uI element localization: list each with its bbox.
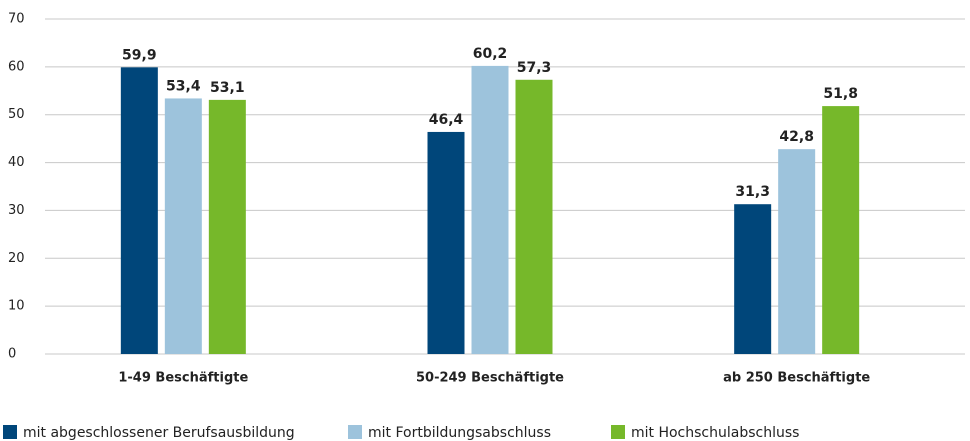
bar [164, 98, 202, 354]
value-label: 46,4 [429, 112, 464, 128]
y-tick-label: 30 [8, 203, 25, 218]
value-label: 51,8 [823, 86, 858, 102]
value-label: 31,3 [735, 184, 770, 200]
x-tick-label: ab 250 Beschäftigte [723, 371, 870, 386]
value-label: 59,9 [122, 47, 157, 63]
legend-label: mit abgeschlossener Berufsausbildung [23, 425, 295, 441]
y-tick-label: 0 [8, 347, 16, 362]
value-label: 42,8 [779, 129, 814, 145]
bar [515, 79, 553, 355]
bar [208, 99, 246, 354]
x-tick-label: 50-249 Beschäftigte [416, 371, 564, 386]
y-tick-label: 70 [8, 12, 25, 27]
bar [120, 67, 158, 354]
legend-label: mit Fortbildungsabschluss [368, 425, 551, 441]
y-tick-label: 40 [8, 155, 25, 170]
legend-swatch [611, 425, 625, 439]
bar [471, 65, 509, 355]
y-tick-label: 60 [8, 59, 25, 74]
legend-swatch [348, 425, 362, 439]
y-tick-label: 10 [8, 299, 25, 314]
value-label: 53,4 [166, 78, 201, 94]
y-tick-label: 50 [8, 107, 25, 122]
value-label: 53,1 [210, 80, 245, 96]
value-label: 60,2 [473, 46, 508, 62]
x-tick-label: 1-49 Beschäftigte [118, 371, 248, 386]
legend-swatch [3, 425, 17, 439]
bar [822, 106, 860, 354]
bar [734, 204, 772, 354]
bar [427, 131, 465, 354]
value-label: 57,3 [517, 60, 552, 76]
legend-label: mit Hochschulabschluss [631, 425, 799, 441]
y-tick-label: 20 [8, 251, 25, 266]
bar [778, 149, 816, 354]
